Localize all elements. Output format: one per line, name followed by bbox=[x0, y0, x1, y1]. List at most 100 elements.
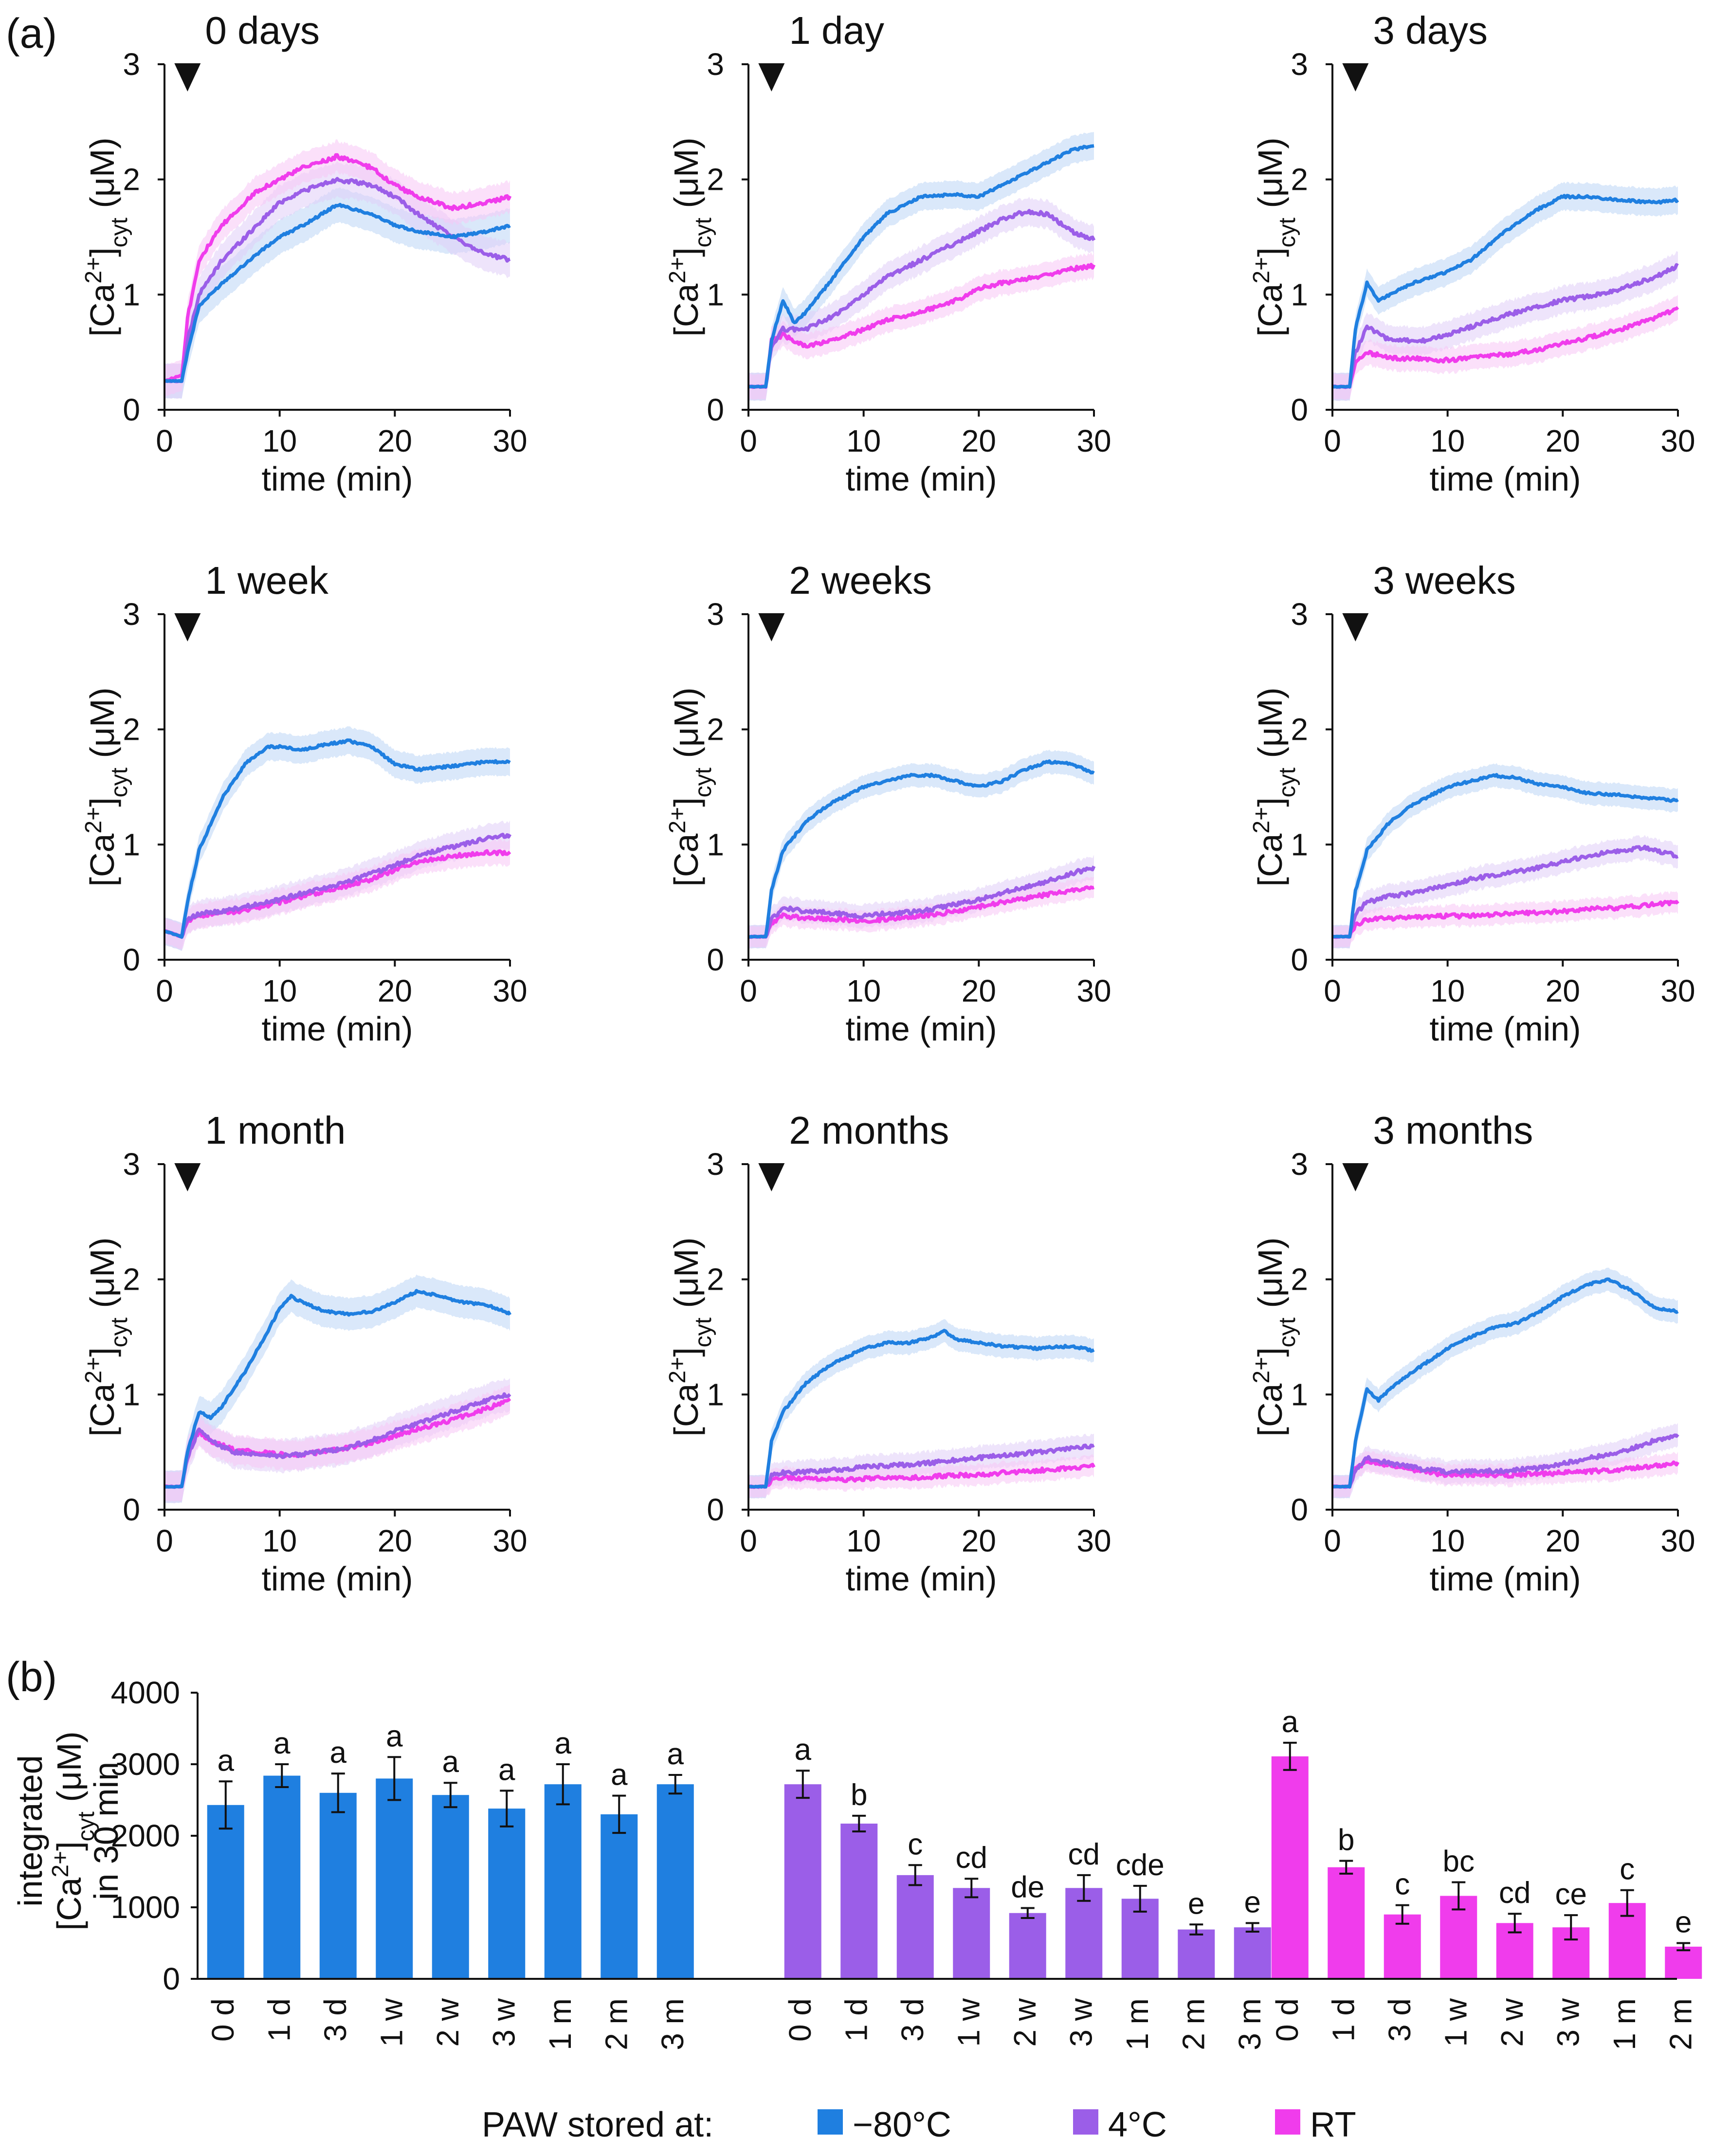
panel-title: 1 day bbox=[789, 9, 884, 52]
bar bbox=[1271, 1756, 1309, 1979]
y-tick-label: 2 bbox=[707, 162, 724, 197]
error-band-0 bbox=[1332, 182, 1678, 401]
x-tick-label: 30 bbox=[1660, 973, 1695, 1008]
x-axis-label: time (min) bbox=[261, 1560, 413, 1598]
y-tick-label: 1000 bbox=[111, 1890, 180, 1925]
y-tick-label: 2 bbox=[123, 1262, 140, 1297]
y-tick-label: 1 bbox=[123, 1377, 140, 1412]
series-line-2 bbox=[164, 153, 512, 383]
ylabel-sup: 2+ bbox=[81, 1357, 107, 1384]
x-tick-label: 30 bbox=[1660, 423, 1695, 458]
legend-item-2: 4°C bbox=[1073, 2105, 1167, 2144]
ylabel-part: ] bbox=[83, 1347, 121, 1356]
y-axis-label-line3: in 30 min bbox=[87, 1762, 125, 1900]
ylabel-part: (μM) bbox=[50, 1731, 88, 1811]
x-tick-label: 20 bbox=[1546, 423, 1580, 458]
ylabel-part: [Ca bbox=[1251, 284, 1289, 337]
ylabel-sub: cyt bbox=[107, 767, 132, 797]
ylabel-part: (μM) bbox=[83, 137, 121, 218]
y-tick-label: 1 bbox=[123, 277, 140, 312]
series-line-0 bbox=[748, 759, 1095, 939]
x-tick-label: 10 bbox=[846, 423, 881, 458]
bar bbox=[953, 1888, 990, 1979]
y-tick-label: 0 bbox=[1291, 1492, 1308, 1527]
bar bbox=[1665, 1946, 1702, 1979]
ylabel-sup: 2+ bbox=[665, 807, 691, 834]
y-tick-label: 3 bbox=[123, 47, 140, 82]
ylabel-sup: 2+ bbox=[665, 1357, 691, 1384]
ylabel-sub: cyt bbox=[1275, 218, 1300, 247]
x-tick-label: 20 bbox=[378, 1523, 412, 1558]
x-axis-label: time (min) bbox=[845, 1010, 997, 1048]
series-line-0 bbox=[748, 1329, 1095, 1489]
x-tick-label: 0 bbox=[156, 1523, 173, 1558]
ylabel-part: [Ca bbox=[667, 834, 705, 887]
error-band-2 bbox=[164, 1384, 510, 1502]
y-tick-label: 2 bbox=[707, 712, 724, 747]
y-axis-label: [Ca2+]cyt (μM) bbox=[1249, 137, 1300, 336]
ylabel-part: (μM) bbox=[1251, 1237, 1289, 1317]
category-label: 3 d bbox=[318, 1998, 353, 2042]
y-tick-label: 1 bbox=[1291, 277, 1308, 312]
y-tick-label: 0 bbox=[163, 1961, 180, 1996]
error-band-0 bbox=[164, 187, 510, 399]
ylabel-sub: cyt bbox=[691, 767, 716, 797]
y-tick-label: 2 bbox=[123, 162, 140, 197]
error-band-2 bbox=[164, 139, 510, 397]
bar bbox=[896, 1875, 934, 1979]
ylabel-part: [Ca bbox=[83, 834, 121, 887]
bar bbox=[376, 1778, 413, 1979]
y-axis-label: [Ca2+]cyt (μM) bbox=[665, 1237, 716, 1436]
panel-title: 3 weeks bbox=[1373, 559, 1515, 602]
x-tick-label: 10 bbox=[1430, 1523, 1465, 1558]
category-label: 2 w bbox=[430, 1998, 465, 2046]
ylabel-part: ] bbox=[667, 247, 705, 256]
bar bbox=[1009, 1913, 1046, 1979]
significance-letter: cd bbox=[1499, 1876, 1530, 1910]
bar bbox=[1234, 1927, 1271, 1979]
series-line-2 bbox=[747, 885, 1095, 939]
significance-letter: a bbox=[795, 1733, 812, 1767]
category-label: 1 m bbox=[543, 1998, 578, 2050]
y-tick-label: 4000 bbox=[111, 1675, 180, 1710]
category-label: 1 m bbox=[1607, 1998, 1642, 2050]
significance-letter: bc bbox=[1443, 1845, 1475, 1879]
category-label: 2 m bbox=[1176, 1998, 1211, 2050]
ylabel-part: (μM) bbox=[1251, 137, 1289, 218]
x-tick-label: 20 bbox=[378, 973, 412, 1008]
ylabel-part: ] bbox=[83, 797, 121, 806]
error-band-0 bbox=[1332, 763, 1678, 949]
panel-title: 3 months bbox=[1373, 1109, 1533, 1152]
significance-letter: a bbox=[1282, 1705, 1299, 1739]
ylabel-sub: cyt bbox=[73, 1811, 99, 1841]
significance-letter: c bbox=[1395, 1868, 1410, 1901]
stimulus-marker-icon bbox=[1342, 63, 1369, 91]
panel-a-label: (a) bbox=[6, 10, 57, 57]
ylabel-part: ] bbox=[1251, 1347, 1289, 1356]
y-tick-label: 2 bbox=[1291, 712, 1308, 747]
y-tick-label: 3 bbox=[123, 1147, 140, 1182]
y-tick-label: 0 bbox=[1291, 942, 1308, 977]
stimulus-marker-icon bbox=[758, 1163, 785, 1191]
legend-item-3: RT bbox=[1275, 2105, 1356, 2144]
series-line-0 bbox=[164, 1289, 512, 1489]
bar bbox=[1065, 1888, 1103, 1979]
x-tick-label: 0 bbox=[1324, 1523, 1341, 1558]
ylabel-part: (μM) bbox=[667, 687, 705, 767]
ylabel-part: ] bbox=[83, 247, 121, 256]
x-tick-label: 20 bbox=[378, 423, 412, 458]
stimulus-marker-icon bbox=[1342, 613, 1369, 641]
category-label: 1 w bbox=[374, 1998, 409, 2046]
y-tick-label: 0 bbox=[1291, 392, 1308, 427]
panel-title: 1 month bbox=[205, 1109, 346, 1152]
error-band-1 bbox=[1332, 835, 1678, 949]
x-tick-label: 10 bbox=[846, 973, 881, 1008]
series-line-2 bbox=[748, 263, 1096, 389]
x-tick-label: 10 bbox=[262, 1523, 297, 1558]
x-tick-label: 20 bbox=[962, 973, 996, 1008]
legend-title: PAW stored at: bbox=[482, 2105, 713, 2144]
category-label: 3 m bbox=[1232, 1998, 1267, 2050]
